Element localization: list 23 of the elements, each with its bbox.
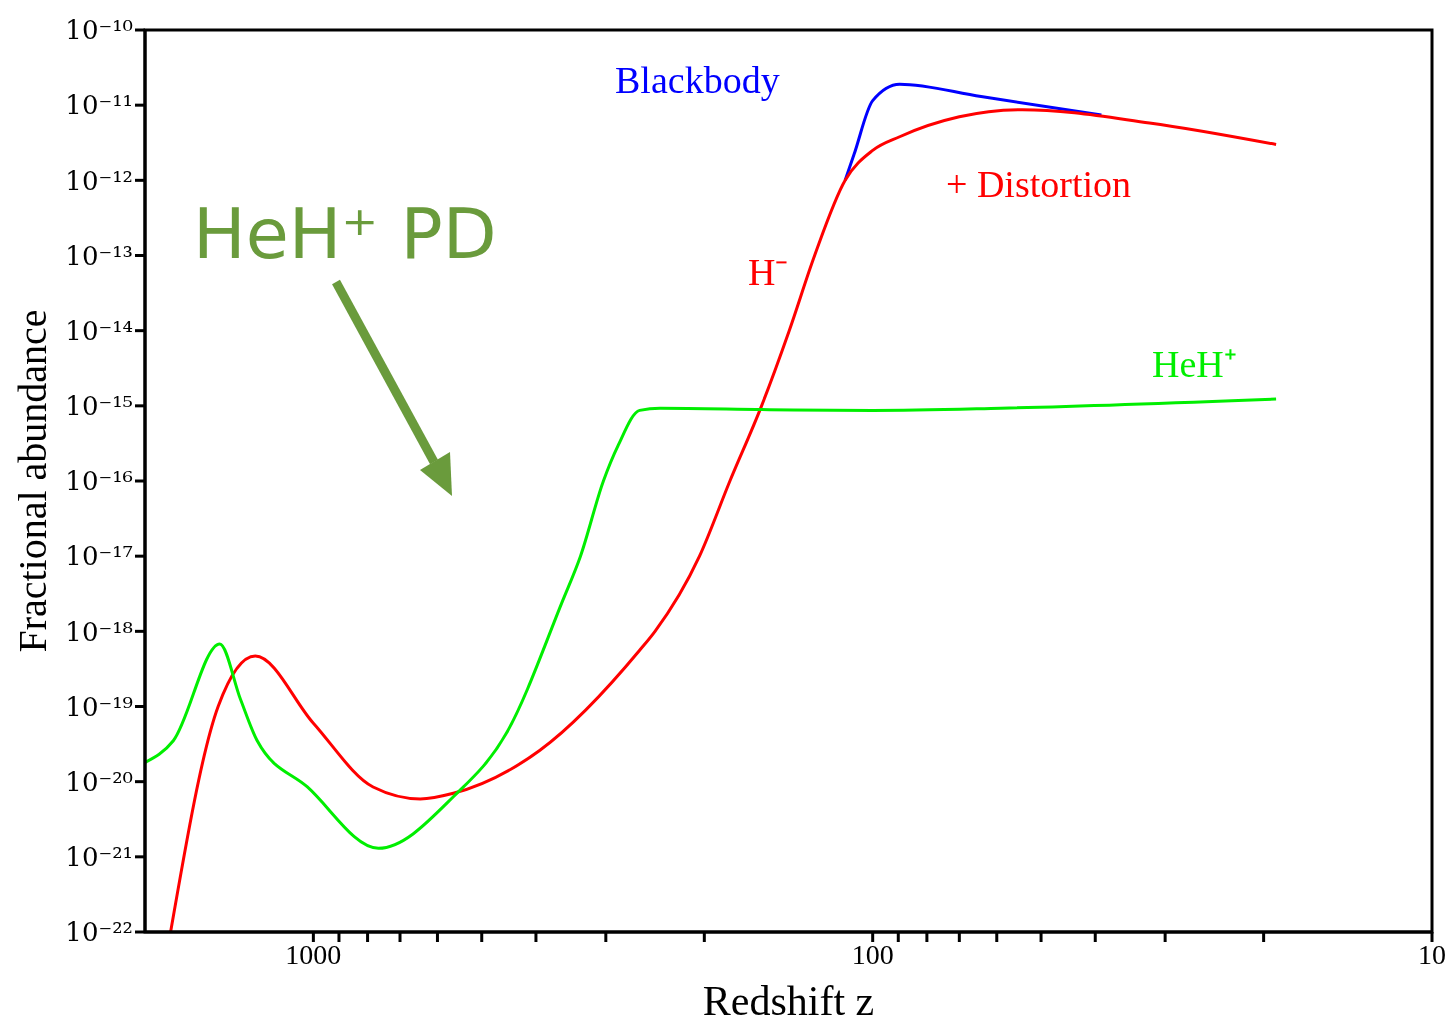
x-tick-label: 10 — [1418, 938, 1446, 970]
y-tick-label: 10⁻¹⁰ — [65, 15, 133, 46]
y-tick-label: 10⁻²¹ — [65, 842, 133, 873]
y-tick-label: 10⁻²² — [65, 917, 133, 948]
y-tick-label: 10⁻¹⁸ — [65, 616, 133, 647]
y-tick-label: 10⁻¹⁷ — [65, 541, 133, 572]
series-label: + Distortion — [946, 162, 1132, 206]
annotation: H⁻ — [748, 250, 789, 295]
x-tick-label: 1000 — [285, 938, 342, 970]
x-axis-title: Redshift z — [702, 978, 875, 1023]
y-axis-title: Fractional abundance — [10, 309, 55, 653]
y-tick-label: 10⁻¹² — [65, 165, 133, 196]
series-label: HeH⁺ — [1152, 342, 1237, 387]
y-tick-label: 10⁻¹⁶ — [65, 466, 133, 497]
y-tick-label: 10⁻¹³ — [65, 240, 133, 271]
y-tick-label: 10⁻¹⁵ — [65, 391, 133, 422]
y-tick-label: 10⁻²⁰ — [65, 766, 133, 797]
text: Blackbody — [615, 58, 780, 102]
x-tick-label: 100 — [851, 938, 894, 970]
y-tick-label: 10⁻¹⁴ — [65, 315, 133, 346]
y-tick-label: 10⁻¹⁹ — [65, 691, 133, 722]
y-tick-label: 10⁻¹¹ — [65, 90, 133, 121]
annotation: HeH⁺ PD — [193, 193, 497, 275]
